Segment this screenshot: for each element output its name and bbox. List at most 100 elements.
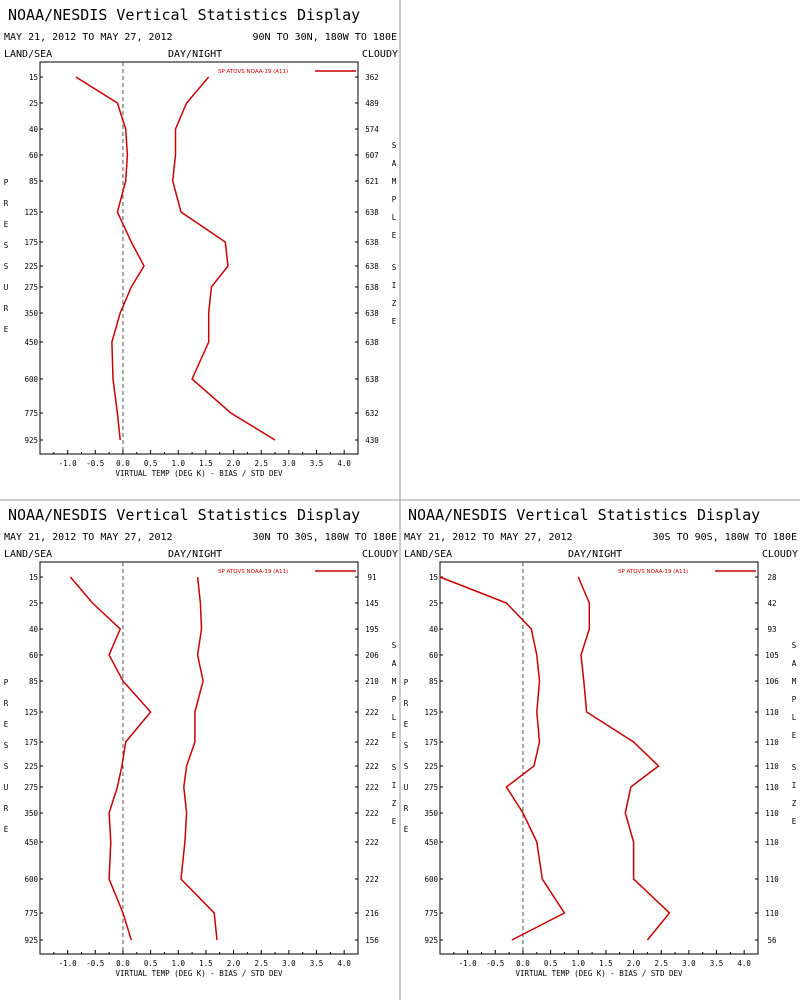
- right-axis-label-letter: I: [792, 781, 797, 790]
- pressure-level-label: 85: [29, 677, 38, 686]
- pressure-level-label: 925: [424, 936, 438, 945]
- pressure-level-label: 600: [424, 875, 438, 884]
- pressure-level-label: 925: [24, 936, 38, 945]
- sample-size-label: 222: [365, 708, 379, 717]
- right-axis-label-letter: Z: [392, 299, 397, 308]
- panel-title: NOAA/NESDIS Vertical Statistics Display: [8, 6, 360, 24]
- sample-size-label: 56: [767, 936, 777, 945]
- right-axis-label-letter: P: [392, 195, 397, 204]
- x-tick-label: 3.0: [282, 459, 296, 468]
- x-tick-label: 1.5: [199, 959, 213, 968]
- right-axis-label-letter: Z: [792, 799, 797, 808]
- y-axis-label-letter: R: [4, 304, 9, 313]
- y-axis-label-letter: R: [4, 199, 9, 208]
- pressure-level-label: 275: [424, 783, 438, 792]
- date-range: MAY 21, 2012 TO MAY 27, 2012: [404, 532, 573, 543]
- y-axis-label-letter: U: [4, 283, 9, 292]
- sample-size-label: 222: [365, 809, 379, 818]
- x-tick-label: -1.0: [459, 959, 478, 968]
- pressure-level-label: 60: [29, 651, 39, 660]
- right-axis-label-letter: Z: [392, 799, 397, 808]
- sample-size-label: 430: [365, 436, 379, 445]
- pressure-level-label: 350: [424, 809, 438, 818]
- x-tick-label: 3.5: [310, 959, 324, 968]
- cloudy-label: CLOUDY: [362, 49, 398, 60]
- y-axis-label-letter: E: [4, 825, 9, 834]
- pressure-level-label: 925: [24, 436, 38, 445]
- region-label: 90N TO 30N, 180W TO 180E: [253, 32, 398, 43]
- x-tick-label: 1.0: [171, 459, 185, 468]
- sample-size-label: 222: [365, 875, 379, 884]
- x-tick-label: 0.0: [516, 959, 530, 968]
- series-line-bias: [75, 76, 145, 441]
- sample-size-label: 632: [365, 409, 379, 418]
- right-axis-label-letter: S: [392, 763, 397, 772]
- right-axis-label-letter: I: [392, 281, 397, 290]
- pressure-level-label: 275: [24, 783, 38, 792]
- pressure-level-label: 350: [24, 809, 38, 818]
- pressure-level-label: 125: [24, 208, 38, 217]
- x-tick-label: 2.5: [254, 459, 268, 468]
- pressure-level-label: 40: [429, 625, 439, 634]
- pressure-level-label: 125: [424, 708, 438, 717]
- pressure-level-label: 225: [24, 262, 38, 271]
- y-axis-label-letter: S: [4, 762, 9, 771]
- sample-size-label: 222: [365, 838, 379, 847]
- x-tick-label: 3.0: [682, 959, 696, 968]
- x-tick-label: 4.0: [737, 959, 751, 968]
- right-axis-label-letter: E: [392, 817, 397, 826]
- date-range: MAY 21, 2012 TO MAY 27, 2012: [4, 532, 173, 543]
- y-axis-label-letter: S: [404, 762, 409, 771]
- region-label: 30N TO 30S, 180W TO 180E: [253, 532, 398, 543]
- region-label: 30S TO 90S, 180W TO 180E: [653, 532, 798, 543]
- panel-2: NOAA/NESDIS Vertical Statistics Display M…: [4, 506, 398, 978]
- sample-size-label: 489: [365, 99, 379, 108]
- right-axis-label-letter: E: [792, 817, 797, 826]
- x-tick-label: 2.0: [627, 959, 641, 968]
- right-axis-label-letter: M: [392, 177, 397, 186]
- right-axis-label-letter: A: [392, 159, 397, 168]
- y-axis-label-letter: S: [4, 241, 9, 250]
- sample-size-label: 222: [365, 783, 379, 792]
- x-tick-label: 0.5: [544, 959, 558, 968]
- series-line-std-dev: [180, 576, 218, 941]
- x-tick-label: 2.5: [654, 959, 668, 968]
- y-axis-label-letter: U: [4, 783, 9, 792]
- y-axis-label-letter: S: [404, 741, 409, 750]
- sample-size-label: 574: [365, 125, 379, 134]
- pressure-level-label: 25: [29, 99, 38, 108]
- y-axis-label-letter: P: [4, 678, 9, 687]
- right-axis-label-letter: S: [392, 141, 397, 150]
- sample-size-label: 216: [365, 909, 379, 918]
- y-axis-label-letter: E: [4, 220, 9, 229]
- sample-size-label: 110: [765, 708, 779, 717]
- x-tick-label: 2.0: [227, 959, 241, 968]
- panel-title: NOAA/NESDIS Vertical Statistics Display: [408, 506, 760, 524]
- x-tick-label: 1.0: [571, 959, 585, 968]
- pressure-level-label: 40: [29, 625, 39, 634]
- legend-label: SP ATOVS NOAA-19 (A11): [218, 569, 288, 575]
- y-axis-label-letter: S: [4, 741, 9, 750]
- pressure-level-label: 450: [424, 838, 438, 847]
- sample-size-label: 222: [365, 762, 379, 771]
- y-axis-label-letter: R: [4, 699, 9, 708]
- sample-size-label: 607: [365, 151, 379, 160]
- sample-size-label: 106: [765, 677, 779, 686]
- sample-size-label: 42: [767, 599, 776, 608]
- x-tick-label: 0.5: [144, 959, 158, 968]
- panel-1: NOAA/NESDIS Vertical Statistics Display M…: [4, 6, 398, 478]
- pressure-level-label: 175: [424, 738, 438, 747]
- pressure-level-label: 275: [24, 283, 38, 292]
- x-tick-label: 1.5: [199, 459, 213, 468]
- right-axis-label-letter: I: [392, 781, 397, 790]
- pressure-level-label: 600: [24, 875, 38, 884]
- sample-size-label: 91: [367, 573, 376, 582]
- x-axis-label: VIRTUAL TEMP (DEG K) - BIAS / STD DEV: [115, 469, 283, 478]
- pressure-level-label: 175: [24, 238, 38, 247]
- pressure-level-label: 600: [24, 375, 38, 384]
- x-tick-label: 0.0: [116, 459, 130, 468]
- pressure-level-label: 450: [24, 838, 38, 847]
- y-axis-label-letter: E: [404, 720, 409, 729]
- cloudy-label: CLOUDY: [762, 549, 798, 560]
